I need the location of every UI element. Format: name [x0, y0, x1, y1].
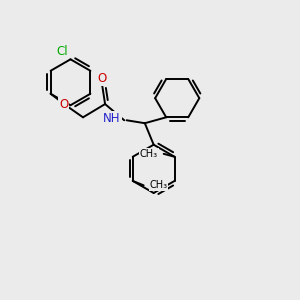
Text: CH₃: CH₃ [140, 149, 158, 159]
Text: CH₃: CH₃ [149, 180, 168, 190]
Text: O: O [98, 72, 107, 85]
Text: O: O [59, 98, 68, 111]
Text: Cl: Cl [56, 45, 68, 58]
Text: NH: NH [103, 112, 121, 125]
